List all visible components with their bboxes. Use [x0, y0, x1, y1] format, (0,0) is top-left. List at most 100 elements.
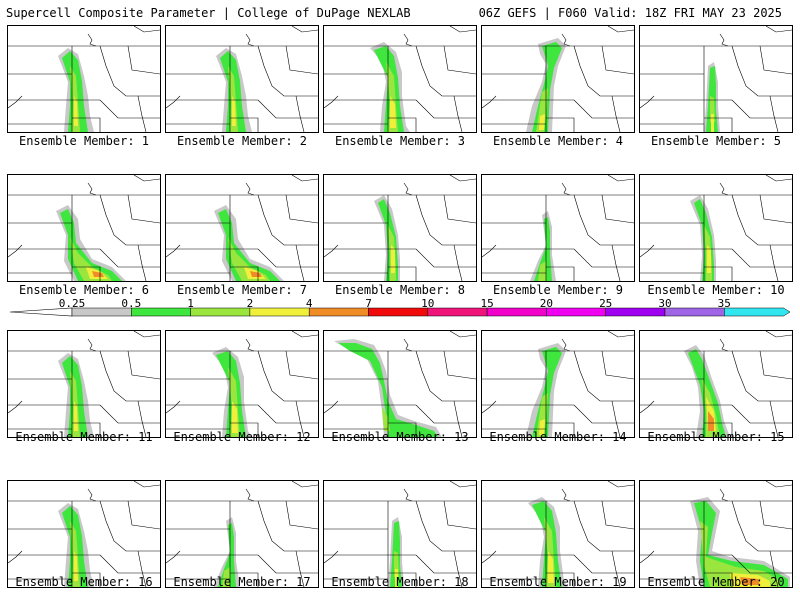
state-boundary — [285, 350, 318, 380]
member-caption: Ensemble Member: 6 — [18, 283, 150, 297]
state-boundary — [561, 338, 571, 352]
scp-contour — [232, 96, 236, 126]
member-caption: Ensemble Member: 20 — [647, 575, 785, 589]
state-boundary — [640, 95, 655, 109]
scp-map — [640, 481, 792, 587]
member-caption: Ensemble Member: 8 — [334, 283, 466, 297]
ensemble-panel-18 — [323, 480, 477, 588]
colorbar-tick-label: 1 — [187, 297, 194, 310]
scp-map — [640, 26, 792, 132]
state-boundary — [573, 194, 634, 246]
state-boundary — [137, 400, 147, 437]
scp-map — [166, 331, 318, 437]
colorbar-segment — [427, 307, 488, 317]
scp-contour — [534, 217, 552, 281]
state-boundary — [8, 550, 23, 564]
state-boundary — [573, 500, 634, 552]
scp-map — [166, 481, 318, 587]
state-boundary — [415, 45, 476, 97]
scp-contour — [740, 577, 760, 585]
state-boundary — [719, 488, 729, 502]
state-boundary — [99, 248, 160, 268]
state-boundary — [291, 26, 318, 33]
state-boundary — [133, 26, 160, 33]
state-boundary — [765, 26, 792, 33]
scp-map — [166, 175, 318, 281]
colorbar-tick-label: 0.25 — [58, 297, 86, 310]
scp-map — [8, 26, 160, 132]
member-caption: Ensemble Member: 18 — [331, 575, 469, 589]
state-boundary — [573, 248, 634, 268]
ensemble-panel-4 — [481, 25, 635, 133]
state-boundary — [546, 422, 575, 437]
state-boundary — [731, 248, 792, 268]
state-boundary — [257, 194, 318, 246]
state-boundary — [573, 45, 634, 97]
scp-contour — [74, 96, 78, 126]
member-caption: Ensemble Member: 5 — [650, 134, 782, 148]
state-boundary — [482, 95, 497, 109]
state-boundary — [573, 554, 634, 574]
state-boundary — [137, 244, 147, 281]
state-boundary — [561, 33, 571, 47]
state-boundary — [127, 194, 160, 224]
state-boundary — [99, 194, 160, 246]
state-boundary — [546, 266, 575, 281]
state-boundary — [285, 194, 318, 224]
state-boundary — [133, 481, 160, 488]
state-boundary — [72, 422, 101, 437]
scp-contour — [218, 523, 236, 587]
ensemble-panel-17 — [165, 480, 319, 588]
ensemble-panel-12 — [165, 330, 319, 438]
member-caption: Ensemble Member: 17 — [173, 575, 311, 589]
state-boundary — [72, 266, 101, 281]
member-caption: Ensemble Member: 16 — [15, 575, 153, 589]
scp-contour — [74, 401, 78, 431]
state-boundary — [87, 33, 97, 47]
colorbar-tick-label: 10 — [421, 297, 435, 310]
state-boundary — [704, 117, 733, 132]
state-boundary — [449, 331, 476, 338]
state-boundary — [166, 244, 181, 258]
state-boundary — [99, 45, 160, 97]
colorbar-segment — [368, 307, 429, 317]
state-boundary — [230, 572, 259, 587]
scp-map — [324, 175, 476, 281]
state-boundary — [453, 550, 463, 587]
scp-contour — [700, 521, 780, 587]
member-caption: Ensemble Member: 7 — [176, 283, 308, 297]
scp-contour — [707, 245, 711, 273]
state-boundary — [704, 266, 733, 281]
state-boundary — [449, 175, 476, 182]
state-boundary — [99, 350, 160, 402]
state-boundary — [453, 244, 463, 281]
scp-map — [482, 331, 634, 437]
colorbar-segment — [724, 307, 790, 317]
state-boundary — [324, 550, 339, 564]
scp-contour — [92, 271, 104, 277]
member-caption: Ensemble Member: 12 — [173, 430, 311, 444]
state-boundary — [285, 500, 318, 530]
state-boundary — [415, 500, 476, 552]
state-boundary — [388, 572, 417, 587]
state-boundary — [245, 182, 255, 196]
state-boundary — [166, 95, 181, 109]
ensemble-panel-15 — [639, 330, 793, 438]
state-boundary — [607, 26, 634, 33]
state-boundary — [291, 175, 318, 182]
ensemble-panel-7 — [165, 174, 319, 282]
state-boundary — [607, 175, 634, 182]
colorbar-tick-label: 7 — [365, 297, 372, 310]
scp-contour — [222, 567, 230, 587]
state-boundary — [611, 550, 621, 587]
member-caption: Ensemble Member: 19 — [489, 575, 627, 589]
state-boundary — [295, 244, 305, 281]
state-boundary — [482, 400, 497, 414]
state-boundary — [607, 481, 634, 488]
state-boundary — [601, 500, 634, 530]
state-boundary — [482, 550, 497, 564]
state-boundary — [257, 45, 318, 97]
state-boundary — [719, 338, 729, 352]
scp-contour — [390, 96, 396, 128]
scp-map — [324, 331, 476, 437]
